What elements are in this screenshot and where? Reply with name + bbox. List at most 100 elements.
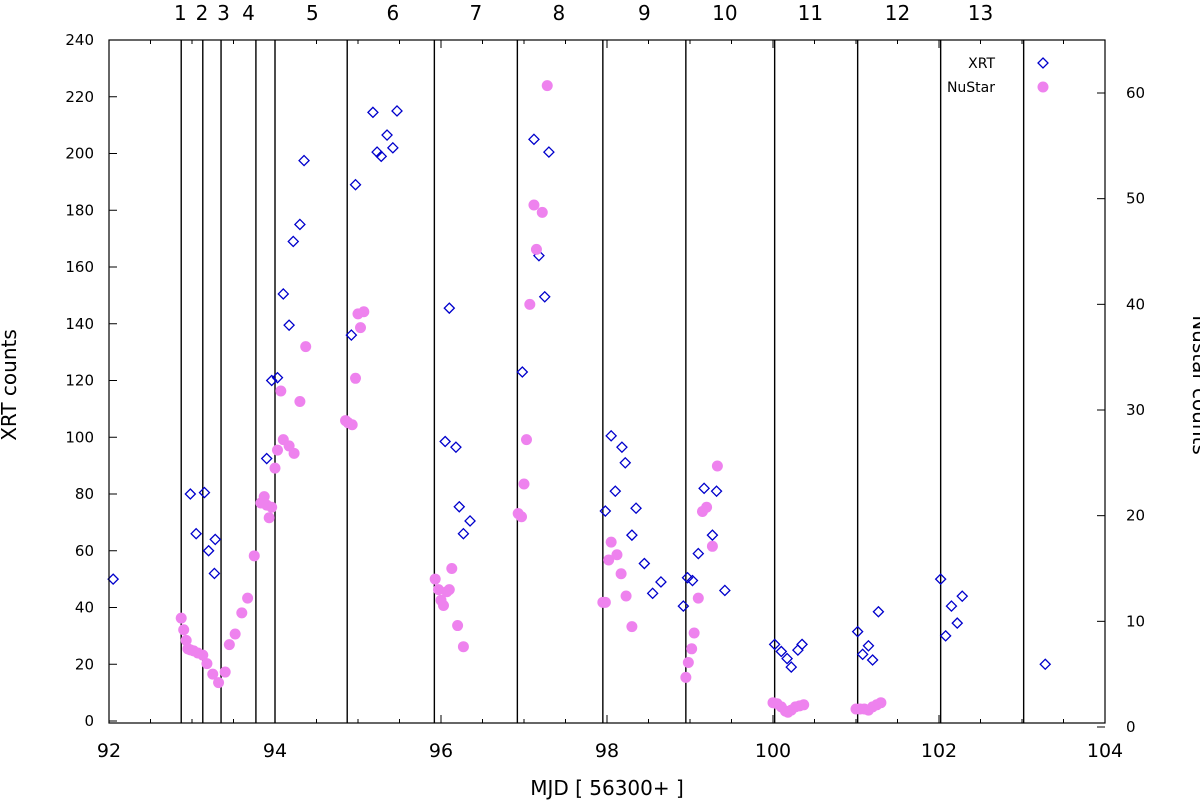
xrt-point [856, 648, 869, 661]
x-axis-title: MJD [ 56300+ ] [530, 776, 684, 800]
xrt-point [945, 600, 958, 613]
legend-marker-nustar [1037, 81, 1049, 93]
x-tick-label: 94 [263, 740, 287, 762]
nustar-point [875, 697, 887, 709]
y-tick-label: 200 [65, 145, 94, 163]
series-xrt [107, 105, 1052, 674]
nustar-point [269, 462, 281, 474]
xrt-point [785, 661, 798, 674]
xrt-point [775, 645, 788, 658]
xrt-point [872, 605, 885, 618]
xrt-point [956, 590, 969, 603]
axes: 92 94 96 98 100 102 10402040608010012014016018… [65, 31, 1145, 762]
xrt-point [781, 652, 794, 665]
xrt-point [542, 146, 555, 159]
nustar-point [242, 592, 254, 604]
xrt-point [375, 150, 388, 163]
xrt-point [381, 129, 393, 141]
y-axis-title: XRT counts [0, 329, 21, 441]
nustar-point [457, 641, 469, 653]
y2-tick-label: 10 [1126, 612, 1145, 630]
xrt-point [198, 486, 211, 499]
interval-label: 1 [174, 1, 187, 25]
nustar-point [258, 491, 270, 503]
nustar-point [248, 550, 260, 562]
xrt-point [934, 573, 947, 586]
y2-tick-label: 20 [1126, 507, 1145, 525]
interval-markers: 1 2 3 4 5 6 7 8 9 10 11 12 13 [174, 1, 1025, 723]
nustar-point [354, 322, 366, 334]
interval-label: 12 [885, 1, 910, 25]
nustar-point [229, 628, 241, 640]
xrt-point [457, 527, 470, 540]
nustar-point [711, 460, 723, 472]
series-nustar [175, 80, 887, 718]
xrt-point [345, 329, 358, 342]
nustar-point [452, 620, 464, 632]
y-tick-label: 160 [65, 258, 94, 276]
xrt-point [293, 218, 306, 231]
y-tick-label: 20 [75, 655, 94, 673]
nustar-point [798, 699, 810, 711]
xrt-point [349, 178, 362, 191]
nustar-point [530, 243, 542, 255]
xrt-point [287, 235, 300, 248]
interval-label: 5 [306, 1, 319, 25]
nustar-point [180, 634, 192, 646]
legend-marker-xrt [1037, 57, 1049, 69]
xrt-point [298, 154, 310, 167]
xrt-point [367, 106, 379, 119]
xrt-point [862, 639, 875, 652]
xrt-point [609, 485, 622, 498]
interval-label: 6 [386, 1, 399, 25]
xrt-point [107, 573, 120, 586]
nustar-point [263, 512, 275, 524]
y-tick-label: 240 [65, 31, 94, 49]
nustar-point [520, 434, 532, 446]
nustar-point [603, 554, 615, 566]
xrt-point [464, 515, 476, 527]
nustar-point [692, 592, 704, 604]
xrt-point [638, 557, 651, 570]
xrt-point [796, 638, 808, 651]
nustar-point [223, 639, 235, 651]
nustar-point [605, 536, 617, 548]
xrt-point [209, 533, 222, 546]
nustar-point [266, 501, 278, 513]
nustar-point [275, 385, 287, 397]
xrt-point [630, 502, 642, 515]
nustar-point [446, 563, 458, 574]
xrt-point [271, 371, 284, 384]
nustar-point [524, 298, 536, 310]
interval-label: 13 [968, 1, 993, 25]
x-tick-label: 96 [429, 740, 453, 762]
xrt-point [443, 302, 456, 315]
xrt-point [265, 374, 278, 387]
xrt-point [184, 488, 197, 500]
nustar-point [358, 306, 370, 318]
nustar-point [682, 657, 694, 669]
nustar-point [615, 568, 627, 580]
xrt-point [851, 625, 864, 638]
xrt-point [939, 629, 952, 642]
interval-label: 9 [638, 1, 651, 25]
x-tick-label: 92 [97, 740, 121, 762]
interval-label: 2 [196, 1, 209, 25]
nustar-point [207, 668, 219, 680]
nustar-point [213, 677, 225, 689]
xrt-point [677, 600, 690, 613]
x-tick-label: 100 [755, 740, 791, 762]
nustar-point [197, 649, 209, 661]
xrt-point [260, 452, 273, 465]
y-tick-label: 80 [75, 485, 94, 503]
nustar-point [433, 584, 445, 596]
xrt-point [655, 576, 667, 588]
xrt-point [439, 435, 452, 448]
xrt-point [616, 441, 628, 454]
y2-tick-label: 30 [1126, 401, 1145, 419]
xrt-point [208, 567, 221, 580]
nustar-point [236, 607, 248, 619]
interval-label: 8 [552, 1, 565, 25]
xrt-point [710, 485, 723, 498]
